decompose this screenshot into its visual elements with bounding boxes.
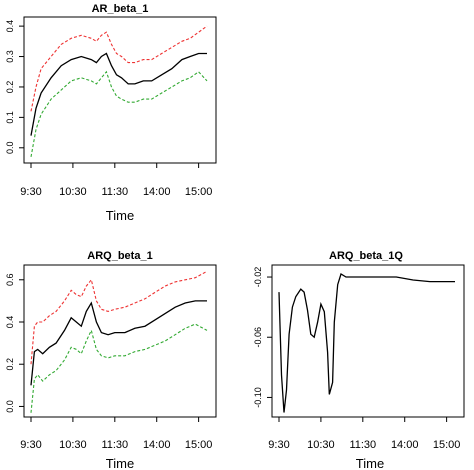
series-line-1-3 bbox=[30, 70, 208, 157]
chart-title-3: ARQ_beta_1Q bbox=[329, 250, 403, 262]
chart-title-2: ARQ_beta_1 bbox=[87, 250, 152, 262]
x-axis-label-1: Time bbox=[106, 208, 134, 223]
x-tick-label-1-2: 10:30 bbox=[59, 186, 87, 198]
series-group-1 bbox=[30, 25, 208, 157]
plot-frame-1 bbox=[23, 16, 217, 164]
x-axis-label-2: Time bbox=[106, 456, 134, 470]
y-tick-label-1-1: 0.0 bbox=[5, 142, 15, 155]
x-tick-label-1-5: 15:00 bbox=[185, 186, 213, 198]
x-axis-label-3: Time bbox=[356, 456, 384, 470]
y-tick-label-1-2: 0.1 bbox=[5, 111, 15, 124]
x-tick-label-3-2: 10:30 bbox=[307, 439, 335, 451]
x-tick-label-2-2: 10:30 bbox=[59, 439, 87, 451]
y-tick-label-2-2: 0.2 bbox=[5, 358, 15, 371]
y-tick-label-3-2: -0.06 bbox=[253, 327, 263, 348]
x-tick-label-1-4: 14:00 bbox=[143, 186, 171, 198]
plot-frame-2 bbox=[23, 264, 217, 418]
x-tick-label-2-3: 11:30 bbox=[101, 439, 128, 451]
y-tick-label-1-4: 0.3 bbox=[5, 50, 15, 63]
plot-frame-3 bbox=[271, 264, 465, 418]
x-tick-label-2-5: 15:00 bbox=[185, 439, 213, 451]
x-tick-label-1-3: 11:30 bbox=[101, 186, 128, 198]
series-line-1-2 bbox=[30, 25, 208, 112]
series-line-2-1 bbox=[30, 300, 207, 386]
y-tick-label-1-5: 0.4 bbox=[5, 20, 15, 33]
series-group-3 bbox=[278, 273, 455, 413]
series-line-3-1 bbox=[278, 273, 455, 413]
x-tick-label-2-1: 9:30 bbox=[20, 439, 41, 451]
axes-group-3: 9:30 10:30 11:30 14:00 15:00 -0.10 -0.06 -0.02 bbox=[253, 267, 460, 451]
series-line-1-1 bbox=[30, 52, 207, 136]
x-tick-label-2-4: 14:00 bbox=[143, 439, 171, 451]
x-tick-label-3-4: 14:00 bbox=[391, 439, 419, 451]
axes-group-2: 9:30 10:30 11:30 14:00 15:00 0.0 0.2 0.4 0.6 bbox=[5, 274, 212, 451]
y-tick-label-3-1: -0.10 bbox=[253, 387, 263, 408]
y-tick-label-2-4: 0.6 bbox=[5, 274, 15, 287]
x-tick-label-3-1: 9:30 bbox=[268, 439, 289, 451]
series-group-2 bbox=[30, 270, 208, 413]
x-tick-label-3-5: 15:00 bbox=[433, 439, 461, 451]
chart-title-1: AR_beta_1 bbox=[92, 3, 149, 15]
y-tick-label-1-3: 0.2 bbox=[5, 81, 15, 94]
axes-group-1: 9:30 10:30 11:30 14:00 15:00 0.0 0.1 0.2 0.3 0.4 bbox=[5, 20, 212, 198]
panel-ar-beta-1: AR_beta_1 Time 9:30 10:30 11:30 14:00 15:00 0… bbox=[5, 3, 217, 223]
y-tick-label-2-1: 0.0 bbox=[5, 400, 15, 413]
series-line-2-2 bbox=[30, 270, 208, 365]
panel-arq-beta-1q: ARQ_beta_1Q Time 9:30 10:30 11:30 14:00 15:0… bbox=[253, 250, 465, 470]
panel-arq-beta-1: ARQ_beta_1 Time 9:30 10:30 11:30 14:00 15:00… bbox=[5, 250, 217, 470]
y-tick-label-2-3: 0.4 bbox=[5, 316, 15, 329]
series-line-2-3 bbox=[30, 323, 208, 413]
x-tick-label-1-1: 9:30 bbox=[20, 186, 41, 198]
y-tick-label-3-3: -0.02 bbox=[253, 267, 263, 288]
x-tick-label-3-3: 11:30 bbox=[349, 439, 376, 451]
